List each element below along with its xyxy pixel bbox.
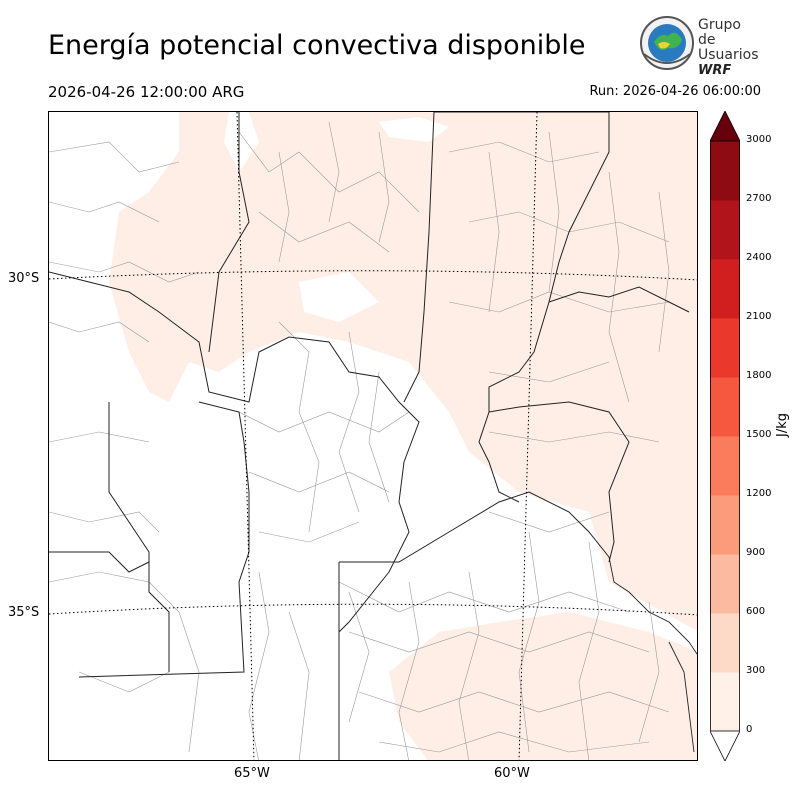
cape-area-south	[389, 612, 697, 760]
colorbar-tick-label: 2700	[746, 193, 772, 204]
colorbar-over-triangle	[709, 110, 741, 142]
logo-line2: Usuarios	[698, 47, 759, 63]
colorbar-segment	[710, 200, 740, 260]
colorbar-under-triangle	[709, 730, 741, 762]
colorbar	[709, 110, 741, 762]
parallel-30s	[49, 270, 697, 281]
page-title: Energía potencial convectiva disponible	[48, 30, 586, 61]
meridian-60w	[518, 112, 538, 760]
colorbar-border	[710, 140, 740, 732]
logo-line3: WRF	[698, 63, 732, 78]
colorbar-segment	[710, 141, 740, 201]
colorbar-tick-label: 1500	[746, 429, 772, 440]
lon-label-60w: 60°W	[494, 766, 530, 781]
colorbar-segment	[710, 259, 740, 319]
logo-emblem-icon	[640, 16, 694, 70]
colorbar-segment	[710, 672, 740, 732]
logo-line1: Grupo de	[698, 17, 741, 48]
run-time: Run: 2026-04-26 06:00:00	[589, 84, 761, 99]
colorbar-segment	[710, 318, 740, 378]
colorbar-tick-label: 3000	[746, 134, 772, 145]
cape-area-west	[109, 212, 209, 402]
cape-area-north	[119, 112, 697, 631]
graticule	[49, 112, 697, 760]
colorbar-tick-label: 0	[746, 724, 753, 735]
colorbar-tick-label: 1800	[746, 370, 772, 381]
colorbar-tick-label: 300	[746, 665, 766, 676]
logo: Grupo de Usuarios WRF	[638, 14, 759, 78]
colorbar-tick-label: 2100	[746, 311, 772, 322]
colorbar-tick-label: 2400	[746, 252, 772, 263]
cape-blank-north	[224, 112, 449, 322]
department-boundaries	[49, 121, 670, 760]
colorbar-segment	[710, 377, 740, 437]
colorbar-segment	[710, 436, 740, 496]
parallel-35s	[49, 603, 697, 616]
valid-time: 2026-04-26 12:00:00 ARG	[48, 83, 245, 101]
colorbar-scale	[709, 110, 741, 762]
colorbar-segment	[710, 554, 740, 614]
lon-label-65w: 65°W	[234, 766, 270, 781]
province-boundaries	[49, 112, 690, 760]
cape-shading	[109, 112, 697, 760]
colorbar-tick-label: 600	[746, 606, 766, 617]
lat-label-30s: 30°S	[8, 271, 40, 286]
colorbar-tick-label: 1200	[746, 488, 772, 499]
meridian-65w	[236, 112, 255, 760]
lat-label-35s: 35°S	[8, 605, 40, 620]
colorbar-segment	[710, 613, 740, 673]
colorbar-unit: J/kg	[775, 413, 790, 437]
map-canvas	[49, 112, 697, 760]
colorbar-segment	[710, 495, 740, 555]
colorbar-tick-label: 900	[746, 547, 766, 558]
map-panel	[48, 111, 698, 761]
